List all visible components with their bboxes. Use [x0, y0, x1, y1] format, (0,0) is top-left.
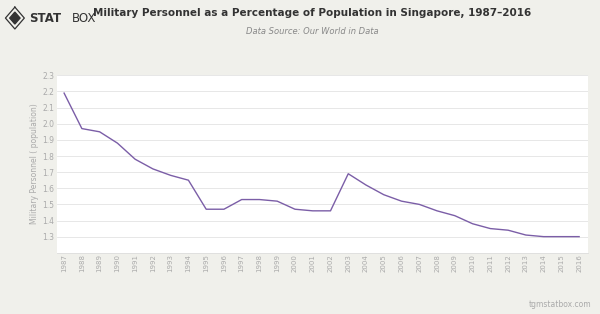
Text: STAT: STAT — [29, 12, 62, 24]
Text: BOX: BOX — [71, 12, 96, 24]
Text: Data Source: Our World in Data: Data Source: Our World in Data — [245, 27, 379, 36]
Text: tgmstatbox.com: tgmstatbox.com — [529, 300, 591, 309]
Y-axis label: Military Personnel ( population): Military Personnel ( population) — [31, 104, 40, 225]
Text: Military Personnel as a Percentage of Population in Singapore, 1987–2016: Military Personnel as a Percentage of Po… — [93, 8, 531, 18]
Polygon shape — [10, 12, 20, 24]
